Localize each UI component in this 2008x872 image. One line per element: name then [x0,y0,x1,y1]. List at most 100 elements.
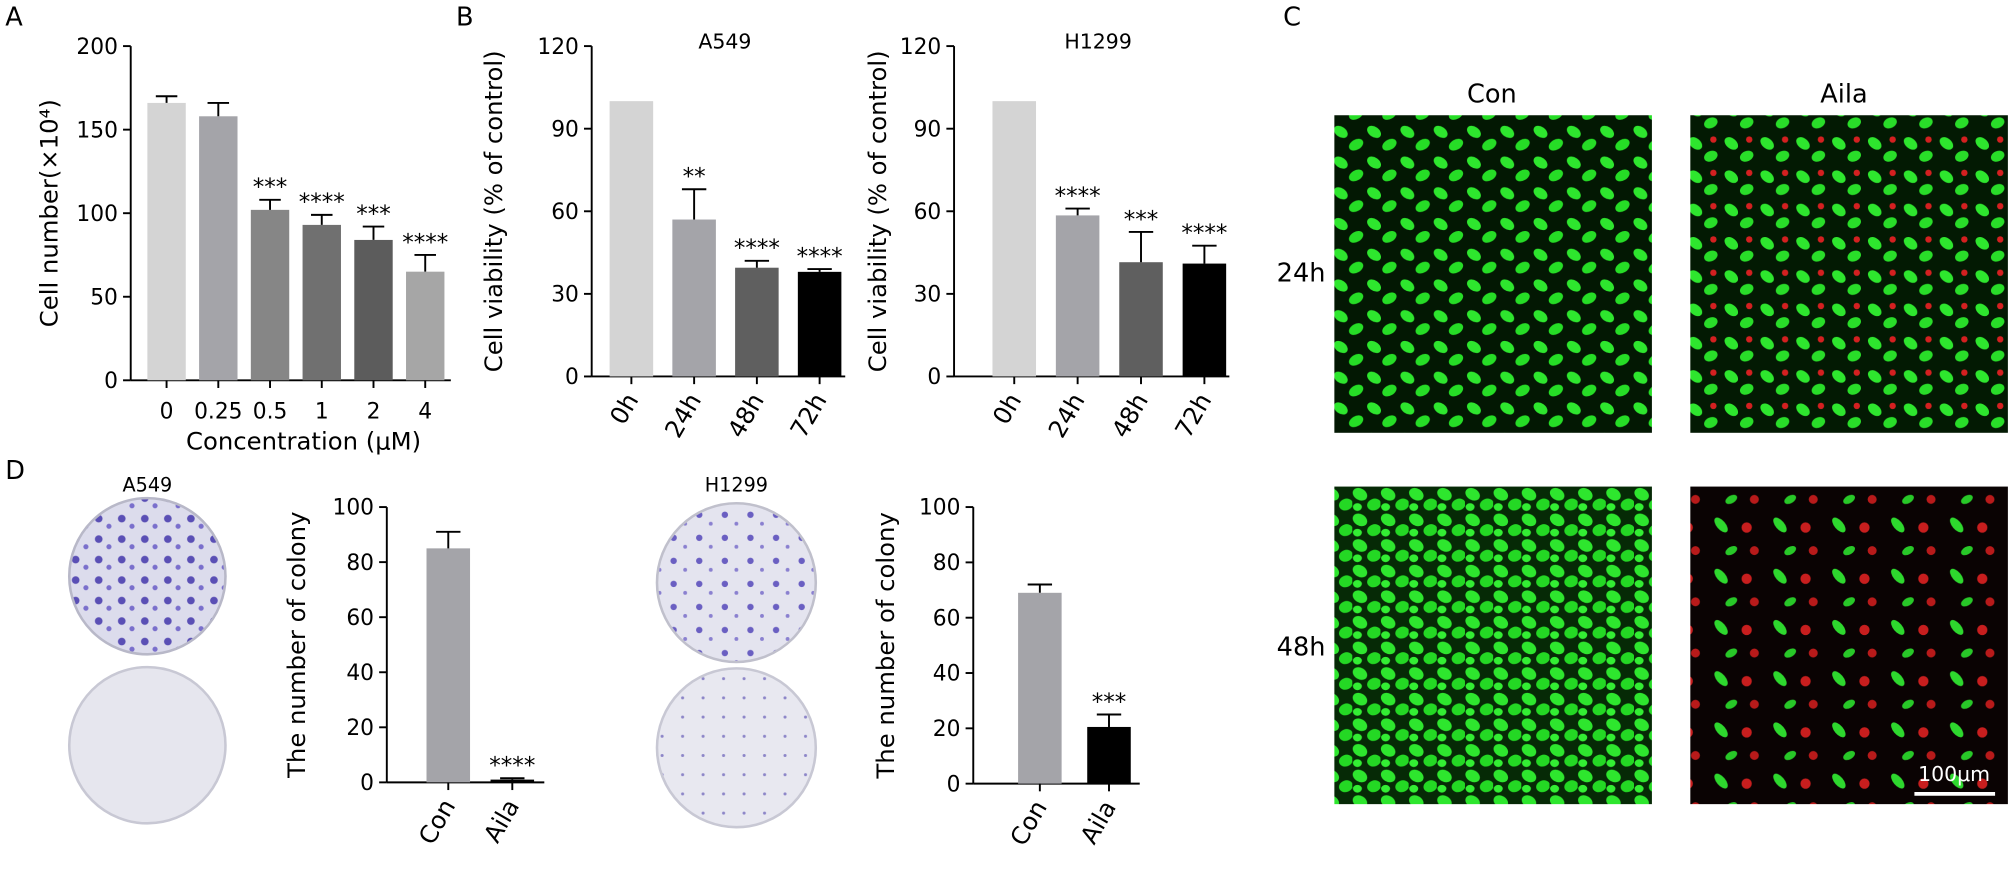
error-bar [1192,244,1217,264]
error-bar [436,530,461,549]
y-tick-label: 30 [551,283,579,308]
x-tick-label: 24h [659,388,707,443]
significance-label: **** [797,244,843,270]
y-tick-label: 40 [933,662,961,687]
error-bar [259,198,281,210]
panel-label: A [5,3,23,33]
y-tick-label: 0 [565,365,579,390]
x-axis-label: Concentration (μM) [186,426,421,455]
bar [1119,262,1163,377]
bar [672,219,716,377]
panel-label: B [456,3,474,33]
panel-label: D [5,456,25,486]
y-tick-label: 80 [346,551,374,576]
y-tick-label: 40 [346,661,374,686]
y-tick-label: 0 [947,772,961,797]
micrograph [1690,486,2008,805]
y-tick-label: 30 [914,283,942,308]
bar [1182,263,1227,377]
error-bar [1065,207,1090,216]
significance-label: **** [734,236,780,262]
significance-label: **** [299,190,345,216]
significance-label: **** [1181,221,1227,247]
x-tick-label: 0 [160,400,174,425]
y-axis-label: Cell number(×10⁴) [35,99,64,327]
error-bar [311,213,333,225]
y-tick-label: 0 [360,771,374,796]
y-tick-label: 50 [90,285,118,310]
y-tick-label: 100 [332,496,374,521]
bar [354,239,393,381]
y-axis-label: The number of colony [282,512,311,779]
x-tick-label: Aila [1074,795,1122,849]
plate-title: A549 [122,474,172,497]
y-tick-label: 100 [76,202,118,227]
x-tick-label: 0h [987,388,1028,429]
x-tick-label: 48h [1106,388,1154,443]
y-tick-label: 90 [914,117,942,142]
x-tick-label: 2 [367,400,381,425]
error-bar [807,268,832,272]
bar [1055,215,1100,377]
significance-label: *** [1124,207,1159,233]
error-bar [362,225,385,240]
row-label: 24h [1277,259,1326,289]
error-bar [414,254,436,272]
x-tick-label: 4 [418,400,432,425]
plate-image [67,665,227,825]
column-label: Con [1467,79,1517,109]
y-tick-label: 90 [551,117,579,142]
significance-label: *** [356,201,391,227]
y-axis-label: Cell viability (% of control) [863,50,892,372]
x-tick-label: 0h [604,388,645,429]
y-axis-label: Cell viability (% of control) [479,50,508,372]
bar [406,271,445,381]
y-axis-label: The number of colony [871,512,900,779]
error-bar [155,95,178,103]
significance-label: **** [402,230,448,256]
y-tick-label: 60 [914,200,942,225]
x-tick-label: 0.25 [194,400,242,425]
bar [735,267,779,377]
bar [797,271,842,377]
error-bar [1096,713,1122,727]
error-bar [500,777,525,780]
plate-image [67,496,227,656]
x-tick-label: 0.5 [253,400,288,425]
micrograph [1334,486,1652,805]
chart-title: H1299 [1064,30,1131,54]
bar [147,102,186,381]
y-tick-label: 200 [76,35,118,60]
x-tick-label: Con [1004,795,1053,850]
micrograph [1334,115,1652,433]
significance-label: *** [253,175,288,201]
y-tick-label: 100 [919,496,961,521]
significance-label: **** [489,753,535,779]
significance-label: ** [683,164,706,190]
error-bar [681,188,707,220]
scale-bar-label: 100μm [1918,762,1990,786]
y-tick-label: 20 [933,717,961,742]
plate-title: H1299 [705,474,768,497]
error-bar [1128,230,1154,263]
y-tick-label: 60 [933,606,961,631]
x-tick-label: 48h [721,388,769,443]
error-bar [207,101,230,117]
x-tick-label: 72h [1169,388,1217,443]
plate-image [655,501,818,664]
y-tick-label: 120 [900,35,942,60]
panel-label: C [1283,3,1301,33]
bar [250,209,290,381]
bar [609,101,654,377]
significance-label: **** [1055,183,1101,209]
y-tick-label: 60 [551,200,579,225]
y-tick-label: 0 [927,365,941,390]
bar [426,548,471,783]
plate-image [655,667,818,829]
micrograph [1690,115,2008,433]
error-bar [1027,583,1053,593]
y-tick-label: 150 [76,118,118,143]
bar [992,101,1037,377]
y-tick-label: 80 [933,551,961,576]
